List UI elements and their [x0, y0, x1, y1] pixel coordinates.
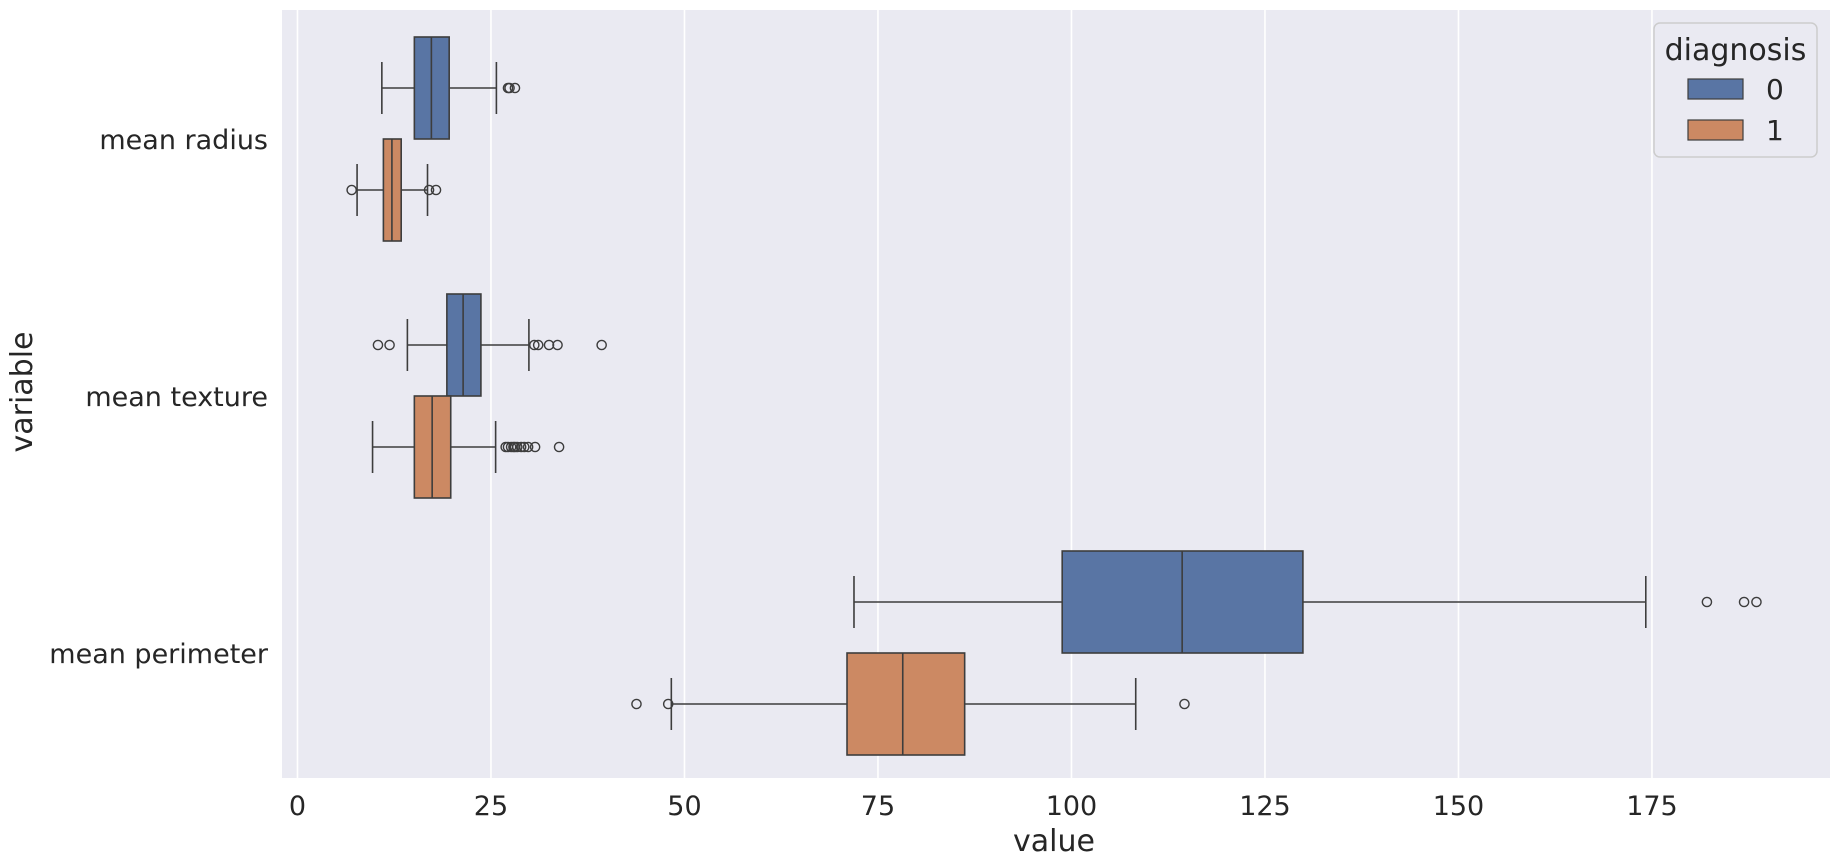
outlier-point: [1751, 596, 1762, 608]
outlier-point: [518, 441, 530, 453]
outlier-point: [529, 339, 540, 351]
box-mean-texture-1: [371, 395, 565, 499]
outlier-point: [509, 82, 521, 94]
outlier-point: [662, 698, 674, 710]
x-tick-label: 100: [1046, 791, 1098, 822]
outlier-point: [631, 698, 642, 710]
legend-label: 0: [1766, 73, 1784, 106]
outlier-point: [596, 339, 607, 351]
outlier-point: [511, 441, 523, 453]
x-axis-ticks: 0 25 50 75 100 125 150 175: [289, 791, 1678, 822]
box-mean-texture-0: [372, 293, 607, 397]
box-mean-perimeter-0: [853, 550, 1762, 654]
y-tick-label: mean texture: [85, 382, 268, 413]
outlier-point: [430, 184, 442, 196]
series-0: [372, 36, 1762, 654]
box-mean-radius-1: [346, 138, 442, 242]
legend-title: diagnosis: [1665, 33, 1807, 68]
legend-entry-0: 0: [1687, 73, 1784, 106]
legend-entry-1: 1: [1687, 114, 1784, 147]
outlier-point: [553, 441, 565, 453]
x-axis-label: value: [1013, 824, 1095, 859]
outlier-point: [346, 184, 357, 196]
legend: diagnosis 01: [1653, 22, 1818, 158]
x-tick-label: 25: [474, 791, 508, 822]
series-1: [346, 138, 1190, 756]
x-tick-label: 0: [289, 791, 306, 822]
x-tick-label: 175: [1626, 791, 1678, 822]
outlier-point: [1738, 596, 1750, 608]
outlier-point: [552, 339, 563, 351]
outlier-point: [423, 184, 435, 196]
outlier-point: [515, 441, 527, 453]
outlier-point: [504, 82, 515, 94]
legend-entries: 01: [1687, 73, 1784, 147]
iqr-box: [846, 652, 966, 756]
x-tick-label: 125: [1239, 791, 1291, 822]
outlier-point: [1179, 698, 1190, 710]
x-tick-label: 75: [861, 791, 895, 822]
outlier-point: [529, 441, 541, 453]
y-tick-label: mean radius: [99, 125, 268, 156]
y-axis-ticks: mean radius mean texture mean perimeter: [49, 125, 269, 670]
y-axis-label: variable: [5, 331, 40, 452]
box-mean-radius-0: [381, 36, 521, 140]
outlier-point: [372, 339, 384, 351]
legend-swatch: [1687, 78, 1744, 100]
outlier-point: [1701, 596, 1713, 608]
outlier-point: [532, 339, 544, 351]
box-series: [346, 36, 1762, 756]
legend-label: 1: [1766, 114, 1784, 147]
outlier-point: [384, 339, 395, 351]
plot-background: [282, 10, 1830, 778]
x-tick-label: 150: [1433, 791, 1485, 822]
y-tick-label: mean perimeter: [49, 639, 269, 670]
outlier-point: [522, 441, 534, 453]
x-tick-label: 50: [667, 791, 701, 822]
legend-swatch: [1687, 119, 1744, 141]
box-mean-perimeter-1: [631, 652, 1190, 756]
grid-lines: [296, 10, 1653, 778]
